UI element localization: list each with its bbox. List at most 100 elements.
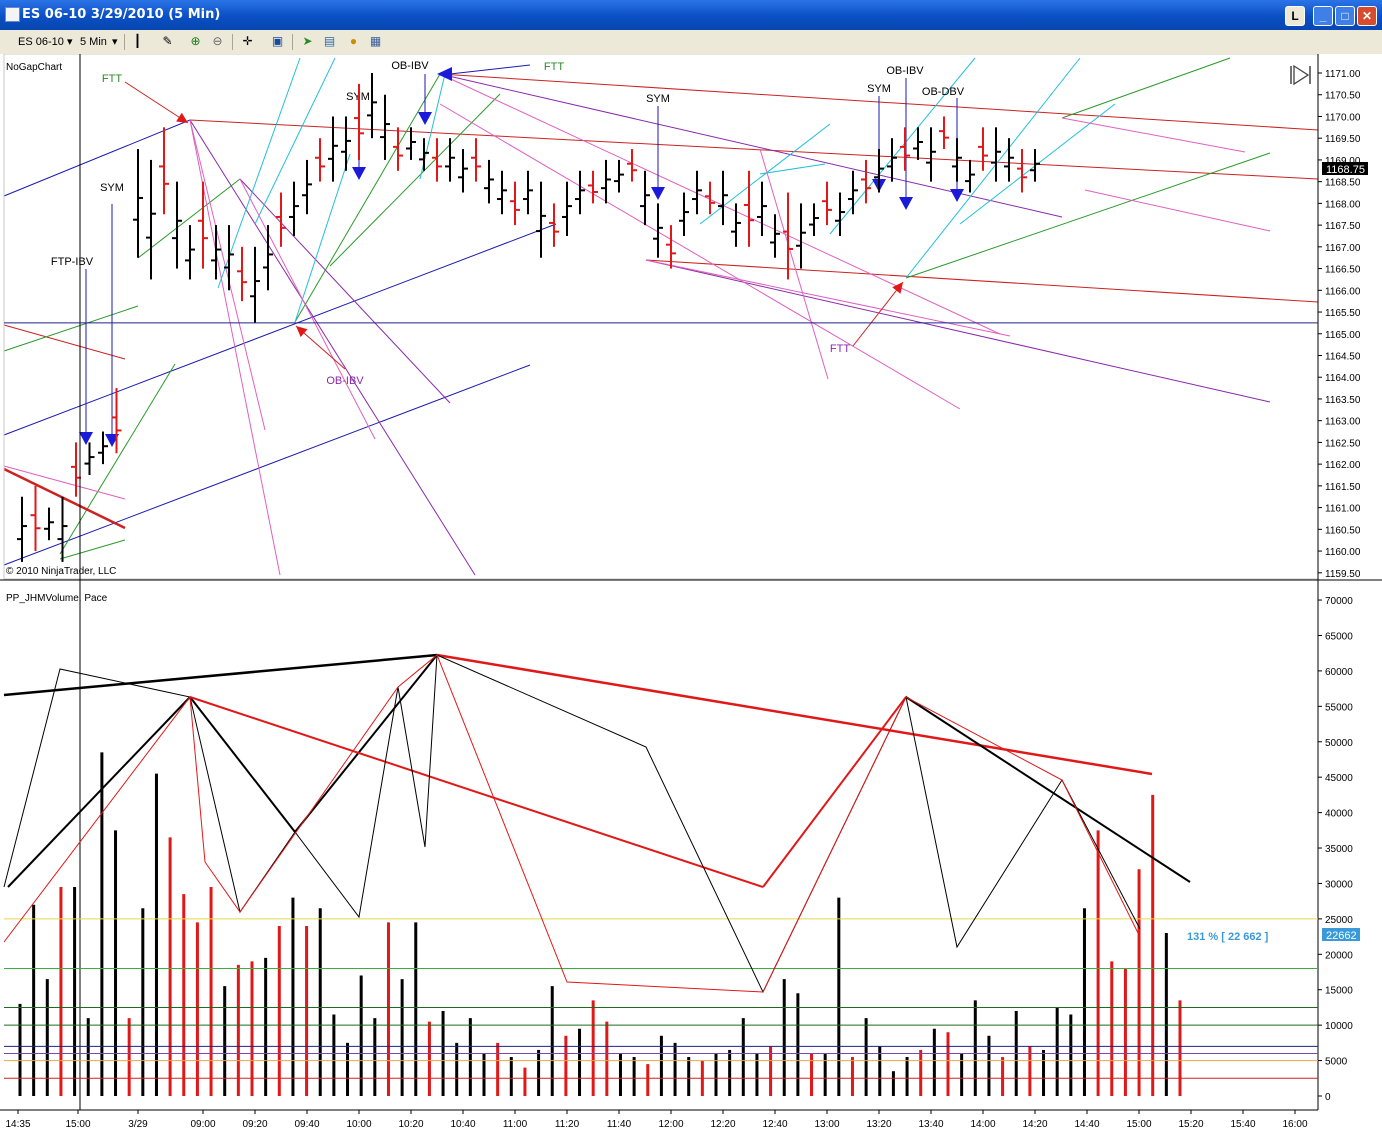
ftt-arrow-stem xyxy=(124,81,189,124)
x-tick-label: 14:20 xyxy=(1022,1119,1047,1130)
trend-line xyxy=(3,465,126,500)
volume-tick-label: 0 xyxy=(1325,1092,1331,1103)
trend-line xyxy=(59,539,126,560)
trend-line xyxy=(254,57,336,225)
trend-line xyxy=(3,119,191,197)
annotation-label: OB-IBV xyxy=(886,65,924,77)
x-tick-label: 11:00 xyxy=(503,1119,528,1130)
annotation-label: OB-DBV xyxy=(922,86,965,98)
play-to-end-icon[interactable] xyxy=(1290,64,1311,86)
price-tick-label: 1167.50 xyxy=(1325,221,1361,232)
minimize-button[interactable]: _ xyxy=(1313,6,1333,26)
trend-line xyxy=(189,119,281,576)
x-tick-label: 12:40 xyxy=(762,1119,787,1130)
x-tick-label: 3/29 xyxy=(128,1119,148,1130)
close-button[interactable]: ✕ xyxy=(1357,6,1377,26)
price-tick-label: 1163.00 xyxy=(1325,417,1361,428)
annotation-label: SYM xyxy=(867,83,891,95)
volume-tick-label: 40000 xyxy=(1325,809,1353,820)
x-tick-label: 09:00 xyxy=(190,1119,215,1130)
trend-line xyxy=(189,119,1319,180)
price-tick-label: 1164.50 xyxy=(1325,351,1361,362)
volume-tick-label: 35000 xyxy=(1325,844,1353,855)
pace-trend-line xyxy=(189,696,764,888)
trend-line xyxy=(439,73,1001,335)
trend-line xyxy=(1061,57,1231,119)
price-tick-label: 1170.00 xyxy=(1325,112,1361,123)
copyright-label: © 2010 NinjaTrader, LLC xyxy=(6,566,116,577)
annotation-label: FTT xyxy=(102,73,122,85)
volume-tick-label: 25000 xyxy=(1325,915,1353,926)
pace-trend-line xyxy=(189,696,296,833)
instrument-selector[interactable]: ES 06-10 xyxy=(18,36,64,48)
crosshair-icon[interactable]: ✛ xyxy=(242,34,253,48)
price-tick-label: 1168.50 xyxy=(1325,178,1361,189)
window-title: ES 06-10 3/29/2010 (5 Min) xyxy=(22,7,221,22)
trend-line xyxy=(759,163,826,175)
signal-arrow-head xyxy=(418,112,432,125)
volume-tick-label: 30000 xyxy=(1325,879,1353,890)
volume-tick-label: 55000 xyxy=(1325,702,1353,713)
strategy-icon[interactable]: ➤ xyxy=(302,34,313,48)
x-tick-label: 13:00 xyxy=(814,1119,839,1130)
volume-tick-label: 65000 xyxy=(1325,631,1353,642)
x-tick-label: 10:20 xyxy=(398,1119,423,1130)
link-button[interactable]: L xyxy=(1285,6,1305,26)
volume-tick-label: 15000 xyxy=(1325,986,1353,997)
interval-dropdown-icon[interactable]: ▾ xyxy=(112,36,118,48)
x-tick-label: 09:20 xyxy=(242,1119,267,1130)
trend-line xyxy=(3,467,126,530)
last-price-marker: 1168.75 xyxy=(1322,162,1368,176)
x-tick-label: 10:40 xyxy=(450,1119,475,1130)
trend-line xyxy=(239,178,376,440)
price-tick-label: 1160.50 xyxy=(1325,525,1361,536)
trend-line xyxy=(217,57,301,289)
ftt-arrow-stem xyxy=(852,281,904,347)
indicators-icon[interactable]: ▤ xyxy=(323,34,336,48)
bar-style-icon[interactable]: ┃ xyxy=(133,34,142,48)
price-tick-label: 1166.00 xyxy=(1325,286,1361,297)
x-tick-label: 12:00 xyxy=(658,1119,683,1130)
trend-line xyxy=(905,152,1271,279)
x-tick-label: 15:00 xyxy=(1126,1119,1151,1130)
trend-line xyxy=(645,259,1319,303)
interval-selector[interactable]: 5 Min xyxy=(80,36,107,48)
signal-arrow-head xyxy=(899,197,913,210)
toolbar-divider xyxy=(124,34,125,50)
last-volume-marker: 22662 xyxy=(1322,928,1360,942)
ftt-arrow-head xyxy=(296,326,308,338)
pace-line-red xyxy=(3,654,1141,993)
pace-line-black xyxy=(3,654,1141,994)
trend-line xyxy=(645,259,1271,403)
pace-trend-line xyxy=(436,653,1153,776)
x-tick-label: 14:00 xyxy=(970,1119,995,1130)
x-tick-label: 15:00 xyxy=(65,1119,90,1130)
x-tick-label: 14:35 xyxy=(5,1119,30,1130)
draw-tool-icon[interactable]: ✎ xyxy=(162,34,173,48)
price-tick-label: 1159.50 xyxy=(1325,569,1361,580)
volume-tick-label: 70000 xyxy=(1325,596,1353,607)
data-box-icon[interactable]: ▦ xyxy=(369,34,382,48)
volume-tick-label: 45000 xyxy=(1325,773,1353,784)
pace-trend-line xyxy=(294,654,438,833)
zoom-in-icon[interactable]: ⊕ xyxy=(190,34,201,48)
window-titlebar: ES 06-10 3/29/2010 (5 Min) L _ □ ✕ xyxy=(0,0,1382,30)
x-tick-label: 13:40 xyxy=(918,1119,943,1130)
currency-icon[interactable]: ● xyxy=(349,34,358,48)
price-tick-label: 1165.00 xyxy=(1325,330,1361,341)
maximize-button[interactable]: □ xyxy=(1335,6,1355,26)
svg-text:1168.75: 1168.75 xyxy=(1326,164,1365,176)
x-tick-label: 11:20 xyxy=(555,1119,580,1130)
properties-icon[interactable]: ▣ xyxy=(271,34,284,48)
trend-line xyxy=(1084,189,1271,232)
zoom-out-icon[interactable]: ⊖ xyxy=(212,34,223,48)
price-tick-label: 1162.50 xyxy=(1325,438,1361,449)
trend-line xyxy=(239,178,451,404)
annotation-label: FTT xyxy=(544,61,564,73)
price-volume-chart[interactable]: FTTSYMFTP-IBVOB-IBVFTTSYMOB-IBVSYMSYMOB-… xyxy=(0,54,1382,1138)
trend-line xyxy=(189,119,476,576)
instrument-dropdown-icon[interactable]: ▾ xyxy=(67,36,73,48)
trend-line xyxy=(759,148,829,380)
trend-line xyxy=(3,223,557,436)
annotation-label: FTP-IBV xyxy=(51,256,94,268)
